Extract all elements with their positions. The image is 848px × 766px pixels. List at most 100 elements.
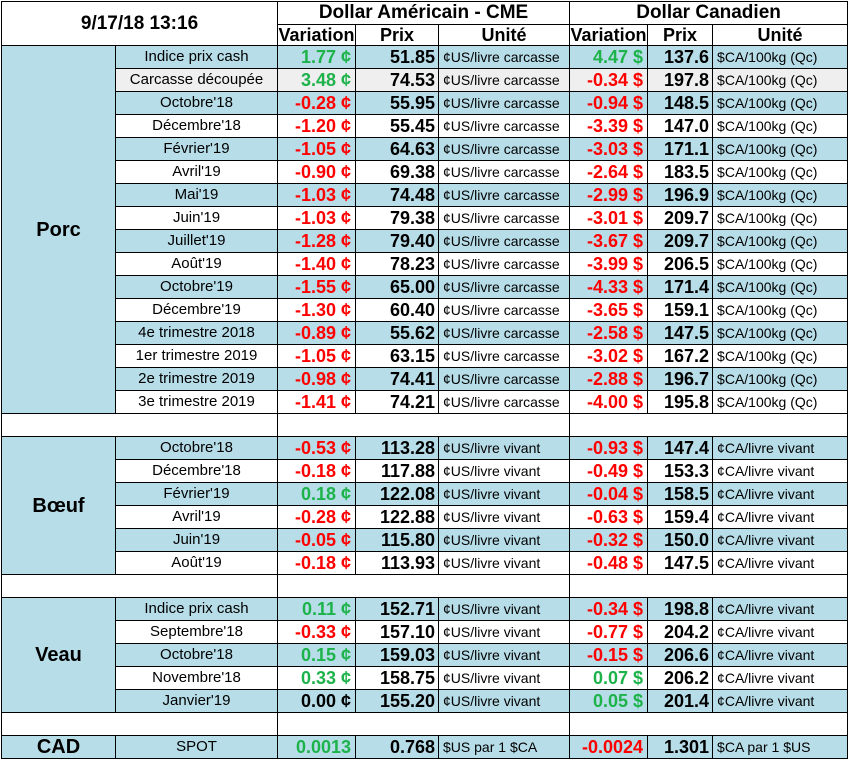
cad-variation: 0.05 $ xyxy=(569,689,649,713)
usd-price: 79.38 xyxy=(355,206,440,230)
group-label: Bœuf xyxy=(1,436,116,575)
cad-unit: $CA/100kg (Qc) xyxy=(712,298,848,322)
row-label: Juin'19 xyxy=(114,528,279,552)
cad-unit: $CA/100kg (Qc) xyxy=(712,137,848,161)
table-row: 4e trimestre 2018 -0.89 ¢ 55.62 ¢US/livre c… xyxy=(2,321,848,345)
usd-price: 64.63 xyxy=(355,137,440,161)
row-label: Octobre'19 xyxy=(114,275,279,299)
usd-variation: -0.89 ¢ xyxy=(277,321,357,345)
usd-price: 113.93 xyxy=(355,551,440,575)
usd-price: 0.768 xyxy=(355,735,440,759)
usd-variation: -0.28 ¢ xyxy=(277,91,357,115)
spacer-cell xyxy=(569,712,848,736)
cad-variation: -0.49 $ xyxy=(569,459,649,483)
usd-variation: 3.48 ¢ xyxy=(277,68,357,92)
cad-variation: -3.65 $ xyxy=(569,298,649,322)
usd-unit: ¢US/livre vivant xyxy=(438,528,571,552)
cad-variation: -0.32 $ xyxy=(569,528,649,552)
cad-price: 158.5 xyxy=(647,482,714,506)
usd-unit: ¢US/livre vivant xyxy=(438,643,571,667)
cad-price: 1.301 xyxy=(647,735,714,759)
group-label: Porc xyxy=(1,45,116,414)
row-label: Août'19 xyxy=(114,252,279,276)
cad-variation: -4.00 $ xyxy=(569,390,649,414)
cad-unit: $CA/100kg (Qc) xyxy=(712,252,848,276)
cad-col-unite: Unité xyxy=(712,24,848,46)
cad-price: 196.9 xyxy=(647,183,714,207)
table-row: Porc Indice prix cash 1.77 ¢ 51.85 ¢US/livre… xyxy=(1,45,848,414)
cad-unit: $CA/100kg (Qc) xyxy=(712,275,848,299)
cad-price: 206.6 xyxy=(647,643,714,667)
usd-variation: 0.00 ¢ xyxy=(277,689,357,713)
usd-variation: -1.03 ¢ xyxy=(277,183,357,207)
cad-variation: -4.33 $ xyxy=(569,275,649,299)
usd-unit: ¢US/livre carcasse xyxy=(438,206,571,230)
usd-variation: 0.33 ¢ xyxy=(277,666,357,690)
usd-price: 55.95 xyxy=(355,91,440,115)
cad-variation: 4.47 $ xyxy=(569,45,649,69)
usd-price: 79.40 xyxy=(355,229,440,253)
row-label: Indice prix cash xyxy=(114,45,279,69)
row-label: Octobre'18 xyxy=(114,643,279,667)
cad-variation: -2.88 $ xyxy=(569,367,649,391)
spacer-cell xyxy=(569,574,848,598)
usd-variation: -0.98 ¢ xyxy=(277,367,357,391)
usd-unit: ¢US/livre carcasse xyxy=(438,321,571,345)
table-row: Septembre'18 -0.33 ¢ 157.10 ¢US/livre vivan… xyxy=(2,620,848,644)
row-label: Février'19 xyxy=(114,137,279,161)
cad-variation: -3.03 $ xyxy=(569,137,649,161)
cad-price: 197.8 xyxy=(647,68,714,92)
usd-col-unite: Unité xyxy=(438,24,571,46)
table-row: 1er trimestre 2019 -1.05 ¢ 63.15 ¢US/livre … xyxy=(2,344,848,368)
spacer-cell xyxy=(569,413,848,437)
table-row: Décembre'18 -0.18 ¢ 117.88 ¢US/livre vivant… xyxy=(2,459,848,483)
cad-unit: ¢CA/livre vivant xyxy=(712,643,848,667)
usd-variation: -1.40 ¢ xyxy=(277,252,357,276)
usd-unit: $US par 1 $CA xyxy=(438,735,571,759)
cad-variation: -0.34 $ xyxy=(569,597,649,621)
timestamp: 9/17/18 13:16 xyxy=(0,1,279,46)
row-label: 4e trimestre 2018 xyxy=(114,321,279,345)
cad-variation: -0.34 $ xyxy=(569,68,649,92)
spacer-cell xyxy=(0,574,279,598)
cad-section-title: Dollar Canadien xyxy=(569,1,848,25)
cad-unit: $CA/100kg (Qc) xyxy=(712,206,848,230)
usd-price: 55.62 xyxy=(355,321,440,345)
usd-variation: -1.55 ¢ xyxy=(277,275,357,299)
cad-col-variation: Variation xyxy=(569,24,649,46)
cad-price: 147.4 xyxy=(647,436,714,460)
usd-price: 51.85 xyxy=(355,45,440,69)
row-label: Octobre'18 xyxy=(114,436,279,460)
cad-variation: -0.04 $ xyxy=(569,482,649,506)
row-label: Novembre'18 xyxy=(114,666,279,690)
row-label: Décembre'18 xyxy=(114,459,279,483)
table-row: Juin'19 -0.05 ¢ 115.80 ¢US/livre vivant -0.3… xyxy=(2,528,848,552)
usd-variation: -1.41 ¢ xyxy=(277,390,357,414)
group-spacer xyxy=(0,413,848,437)
usd-unit: ¢US/livre carcasse xyxy=(438,183,571,207)
usd-unit: ¢US/livre carcasse xyxy=(438,344,571,368)
row-label: Juillet'19 xyxy=(114,229,279,253)
cad-price: 183.5 xyxy=(647,160,714,184)
usd-price: 74.41 xyxy=(355,367,440,391)
group-label: Veau xyxy=(1,597,116,713)
table-row: Octobre'18 -0.28 ¢ 55.95 ¢US/livre carcasse… xyxy=(2,91,848,115)
usd-section-title: Dollar Américain - CME xyxy=(277,1,571,25)
cad-price: 209.7 xyxy=(647,206,714,230)
cad-unit: ¢CA/livre vivant xyxy=(712,689,848,713)
cad-price: 147.5 xyxy=(647,321,714,345)
spacer-cell xyxy=(277,574,571,598)
cad-unit: $CA/100kg (Qc) xyxy=(712,183,848,207)
spacer-cell xyxy=(0,413,279,437)
cad-price: 206.2 xyxy=(647,666,714,690)
usd-unit: ¢US/livre carcasse xyxy=(438,114,571,138)
cad-unit: ¢CA/livre vivant xyxy=(712,482,848,506)
usd-variation: -1.30 ¢ xyxy=(277,298,357,322)
usd-price: 65.00 xyxy=(355,275,440,299)
usd-unit: ¢US/livre vivant xyxy=(438,482,571,506)
cad-unit: ¢CA/livre vivant xyxy=(712,551,848,575)
row-label: 2e trimestre 2019 xyxy=(114,367,279,391)
usd-price: 152.71 xyxy=(355,597,440,621)
usd-unit: ¢US/livre vivant xyxy=(438,459,571,483)
